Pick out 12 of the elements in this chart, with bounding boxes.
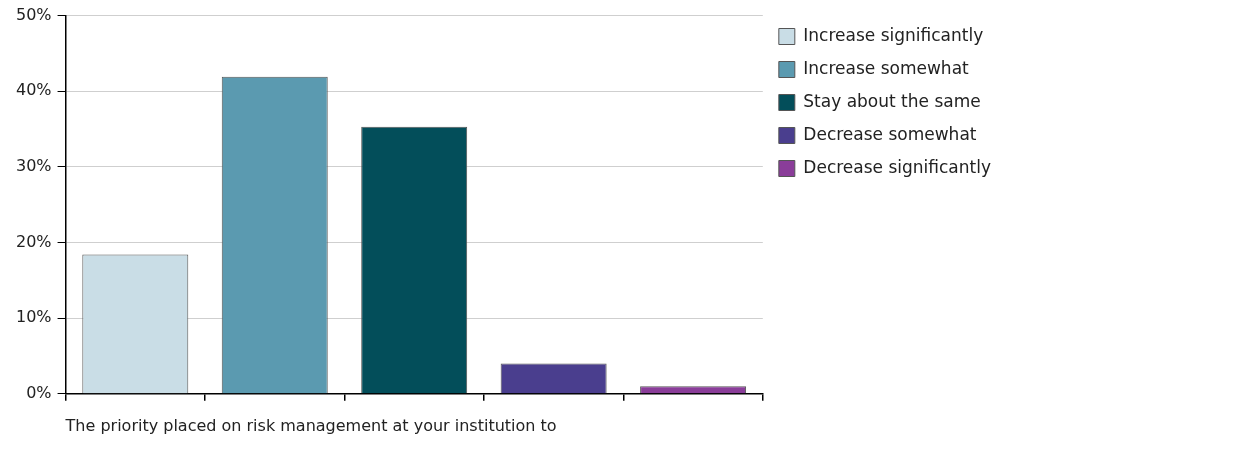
y-tick-label: 40% [16,80,52,100]
y-tick-label: 20% [16,231,52,251]
legend-label: Stay about the same [803,90,981,111]
legend-label: Increase somewhat [803,57,970,78]
legend-label: Decrease significantly [803,156,992,177]
legend-label: Decrease somewhat [803,123,977,144]
legend-label: Increase significantly [803,24,984,45]
y-tick-label: 10% [16,307,52,327]
y-tick-label: 50% [16,4,52,24]
x-axis-title: The priority placed on risk management at your institution to [64,415,557,435]
y-tick-label: 0% [26,382,52,402]
y-tick-label: 30% [16,156,52,176]
